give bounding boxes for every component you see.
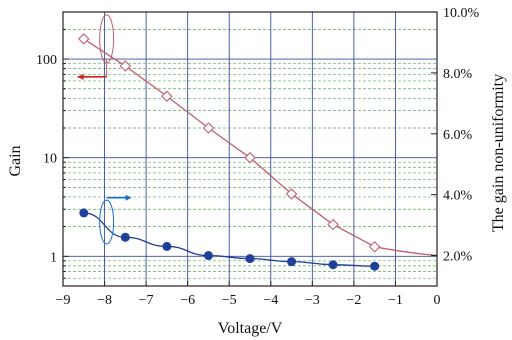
series-gain-line [83,38,438,257]
x-tick-label: −6 [180,293,195,308]
data-point [327,218,339,231]
data-point [370,261,380,271]
y2-axis-label: The gain non-uniformity [490,74,507,232]
data-point [77,33,90,45]
data-point [202,122,215,134]
gain-series-ellipse [99,14,115,64]
data-point [161,90,173,102]
x-tick-label: −9 [56,293,71,308]
right-arrow-head-icon [125,194,132,201]
x-tick-label: −3 [305,293,320,308]
y2-tick-label: 4.0% [443,189,473,204]
y-tick-label: 1 [50,250,57,265]
left-arrow-head-icon [77,73,84,80]
y2-tick-label: 8.0% [443,67,473,82]
y-axis-label: Gain [7,145,24,176]
y2-tick-label: 2.0% [443,250,473,265]
data-point [245,254,255,264]
data-point [203,251,213,261]
y-tick-label: 100 [36,53,57,68]
grid [62,11,438,287]
x-axis-label: Voltage/V [218,320,283,337]
annotations [77,14,132,245]
x-tick-label: 0 [434,293,441,308]
x-tick-label: −4 [263,293,278,308]
plot-series [77,33,438,271]
y2-tick-label: 6.0% [443,128,473,143]
data-point [328,260,338,270]
axis-ticks: −9 −8 −7 −6 −5 −4 −3 −2 −1 0 1 10 100 2.0% 4.0% 6.0% 8.0… [36,6,480,308]
x-tick-label: −2 [346,293,361,308]
x-tick-label: −7 [139,293,154,308]
y-tick-label: 10 [43,152,57,167]
y2-tick-label: 10.0% [443,6,480,21]
data-point [162,241,172,251]
plot-frame [62,11,438,287]
non-uniformity-series-ellipse [99,199,115,245]
data-point [79,208,89,218]
data-point [119,60,132,72]
data-point [244,151,256,164]
x-tick-label: −1 [388,293,403,308]
data-point [285,188,298,200]
data-point [368,240,381,253]
data-point [287,257,297,267]
x-tick-label: −8 [97,293,112,308]
data-point [120,232,130,242]
x-tick-label: −5 [222,293,237,308]
